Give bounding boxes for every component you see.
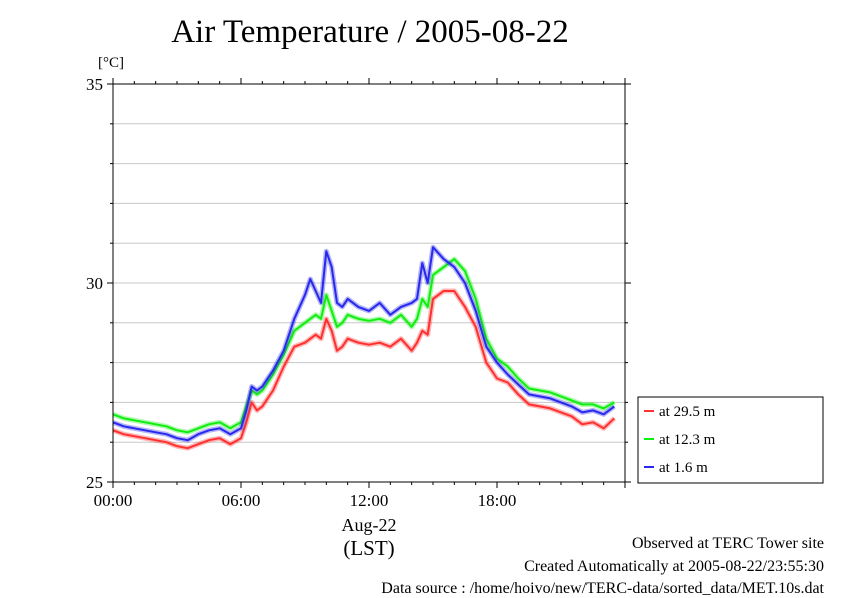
chart-title: Air Temperature / 2005-08-22 [171,14,569,50]
legend-box [637,396,824,484]
x-tick-labels: 00:00 06:00 12:00 18:00 [94,491,517,510]
grid-lines [113,123,625,443]
x-tick-label: 18:00 [478,491,517,510]
legend-label: at 12.3 m [659,432,716,448]
y-tick-label: 30 [86,274,103,293]
x-tick-label: 00:00 [94,491,133,510]
y-tick-label: 25 [86,473,103,492]
series-halo [112,288,617,451]
footer-site: Observed at TERC Tower site [631,535,824,552]
series-line [112,258,615,434]
y-axis-unit: [°C] [98,55,124,71]
y-tick-labels: 25 30 35 [86,75,103,492]
series-line [112,290,615,450]
series-line [112,246,615,442]
axis-ticks [107,78,631,488]
footer-created: Created Automatically at 2005-08-22/23:5… [524,558,824,575]
legend-label: at 1.6 m [659,460,708,476]
legend-label: at 29.5 m [659,404,716,420]
footer-source: Data source : /home/hoivo/new/TERC-data/… [381,580,824,597]
x-timezone-label: (LST) [343,536,394,560]
x-tick-label: 12:00 [350,491,389,510]
legend: at 29.5 m at 12.3 m at 1.6 m [637,396,824,484]
x-date-label: Aug-22 [342,515,397,535]
series-lines [112,244,617,451]
x-tick-label: 06:00 [222,491,261,510]
y-tick-label: 35 [86,75,103,94]
